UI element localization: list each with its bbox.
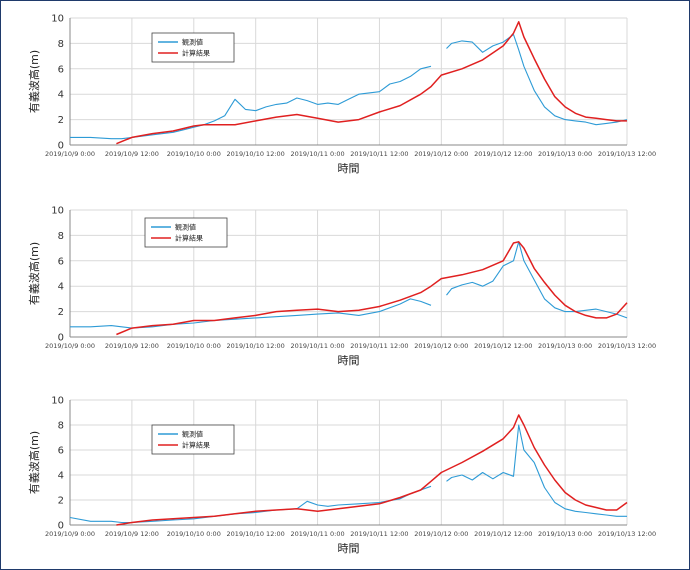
x-tick-label: 2019/10/9 0:00 — [45, 342, 95, 350]
x-tick-label: 2019/10/11 0:00 — [290, 530, 344, 538]
x-tick-label: 2019/10/9 12:00 — [105, 530, 159, 538]
legend-label: 観測値 — [175, 223, 196, 232]
x-tick-label: 2019/10/13 0:00 — [538, 342, 592, 350]
x-axis-label: 時間 — [338, 162, 360, 175]
x-axis-label: 時間 — [338, 354, 360, 367]
x-tick-label: 2019/10/12 12:00 — [474, 150, 532, 158]
x-tick-label: 2019/10/12 12:00 — [474, 342, 532, 350]
x-tick-label: 2019/10/13 0:00 — [538, 530, 592, 538]
y-tick-label: 4 — [58, 471, 64, 482]
y-tick-label: 0 — [58, 521, 64, 532]
y-tick-label: 10 — [51, 206, 64, 217]
series-line-computed — [116, 414, 628, 526]
y-tick-label: 6 — [58, 64, 64, 75]
x-tick-label: 2019/10/13 12:00 — [598, 530, 656, 538]
y-tick-label: 8 — [58, 231, 64, 242]
x-tick-label: 2019/10/12 0:00 — [414, 150, 468, 158]
y-tick-label: 2 — [58, 307, 64, 318]
legend-box — [151, 424, 235, 455]
x-tick-label: 2019/10/10 12:00 — [227, 150, 285, 158]
x-tick-label: 2019/10/12 12:00 — [474, 530, 532, 538]
legend-label: 計算結果 — [175, 234, 203, 243]
legend-box — [151, 32, 235, 63]
y-tick-label: 2 — [58, 115, 64, 126]
y-tick-label: 4 — [58, 282, 64, 293]
y-axis-label: 有義波高(m) — [27, 242, 41, 305]
chart-panel-2: 0 2 4 6 8 10 2019/10/9 0:00 2019/10/9 12:00 2019… — [27, 206, 656, 368]
legend-label: 計算結果 — [182, 49, 210, 58]
y-tick-label: 10 — [51, 396, 64, 407]
x-tick-label: 2019/10/11 0:00 — [290, 150, 344, 158]
y-tick-label: 2 — [58, 496, 64, 507]
x-tick-label: 2019/10/13 12:00 — [598, 342, 656, 350]
legend-box — [144, 217, 228, 248]
legend-label: 観測値 — [182, 430, 203, 439]
x-tick-label: 2019/10/12 0:00 — [414, 530, 468, 538]
y-tick-label: 6 — [58, 446, 64, 457]
series-line-observed — [70, 241, 628, 329]
x-tick-label: 2019/10/10 0:00 — [167, 530, 221, 538]
x-tick-label: 2019/10/13 12:00 — [598, 150, 656, 158]
x-tick-label: 2019/10/11 0:00 — [290, 342, 344, 350]
x-tick-label: 2019/10/9 0:00 — [45, 530, 95, 538]
y-tick-label: 8 — [58, 421, 64, 432]
y-tick-label: 4 — [58, 90, 64, 101]
chart-panel-1: 0 2 4 6 8 10 2019/10/9 0:00 2019/10/9 12:00 2019… — [27, 14, 656, 176]
x-tick-label: 2019/10/12 0:00 — [414, 342, 468, 350]
series-line-observed — [70, 33, 628, 140]
x-tick-label: 2019/10/10 12:00 — [227, 530, 285, 538]
x-tick-label: 2019/10/9 12:00 — [105, 150, 159, 158]
x-axis-label: 時間 — [338, 542, 360, 555]
y-tick-label: 6 — [58, 256, 64, 267]
x-tick-label: 2019/10/11 12:00 — [350, 342, 408, 350]
y-tick-label: 0 — [58, 333, 64, 344]
x-tick-label: 2019/10/10 0:00 — [167, 342, 221, 350]
x-tick-label: 2019/10/11 12:00 — [350, 150, 408, 158]
x-tick-label: 2019/10/13 0:00 — [538, 150, 592, 158]
x-tick-label: 2019/10/10 0:00 — [167, 150, 221, 158]
legend-label: 観測値 — [182, 38, 203, 47]
x-tick-label: 2019/10/10 12:00 — [227, 342, 285, 350]
y-tick-label: 10 — [51, 14, 64, 25]
x-tick-label: 2019/10/9 12:00 — [105, 342, 159, 350]
y-tick-label: 0 — [58, 141, 64, 152]
series-line-computed — [116, 241, 628, 336]
x-tick-label: 2019/10/11 12:00 — [350, 530, 408, 538]
chart-panel-3: 0 2 4 6 8 10 2019/10/9 0:00 2019/10/9 12:00 2019… — [27, 396, 656, 556]
y-tick-label: 8 — [58, 39, 64, 50]
x-tick-label: 2019/10/9 0:00 — [45, 150, 95, 158]
legend-label: 計算結果 — [182, 441, 210, 450]
y-axis-label: 有義波高(m) — [27, 431, 41, 494]
series-line-computed — [116, 21, 627, 145]
y-axis-label: 有義波高(m) — [27, 50, 41, 113]
